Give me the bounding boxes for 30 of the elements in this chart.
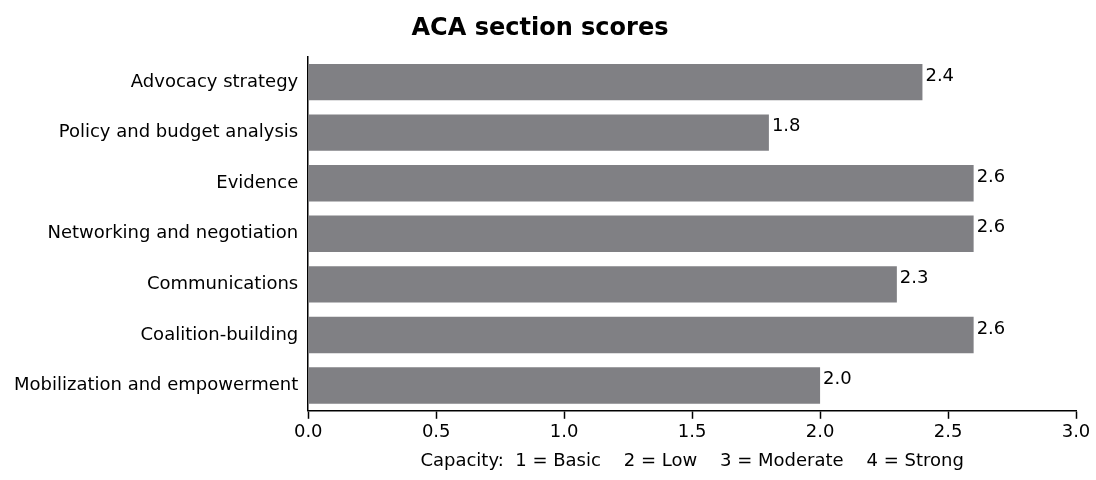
y-tick-label: Communications: [146, 272, 299, 294]
bar: [308, 114, 769, 151]
data-label: 2.4: [925, 63, 955, 85]
data-label: 2.3: [899, 266, 929, 288]
data-label: 2.6: [976, 164, 1006, 186]
bar: [308, 63, 923, 101]
data-label: 2.6: [976, 215, 1006, 237]
bar: [308, 266, 897, 303]
data-label: 2.6: [976, 316, 1006, 338]
y-tick-label: Networking and negotiation: [47, 221, 299, 243]
x-tick-label: 0.5: [421, 420, 451, 442]
x-tick-label: 0.0: [293, 420, 323, 442]
y-tick-label: Advocacy strategy: [130, 69, 299, 91]
x-tick-label: 3.0: [1061, 420, 1091, 442]
data-label: 1.8: [771, 114, 801, 136]
y-tick-label: Mobilization and empowerment: [13, 373, 299, 395]
y-tick-label: Policy and budget analysis: [58, 120, 299, 142]
data-label: 2.0: [823, 367, 852, 389]
x-axis-title: Capacity: 1 = Basic 2 = Low 3 = Moderate 4 = Strong: [420, 448, 964, 470]
x-tick-label: 2.0: [805, 420, 835, 442]
bar: [308, 316, 974, 354]
bar: [308, 215, 974, 253]
bar: [308, 367, 821, 404]
bar: [308, 165, 974, 202]
x-tick-label: 1.5: [677, 420, 707, 442]
x-tick-label: 2.5: [933, 420, 963, 442]
y-tick-label: Coalition-building: [140, 322, 299, 344]
y-tick-label: Evidence: [216, 170, 299, 192]
x-tick-label: 1.0: [549, 420, 579, 442]
chart-title: ACA section scores: [411, 12, 669, 41]
